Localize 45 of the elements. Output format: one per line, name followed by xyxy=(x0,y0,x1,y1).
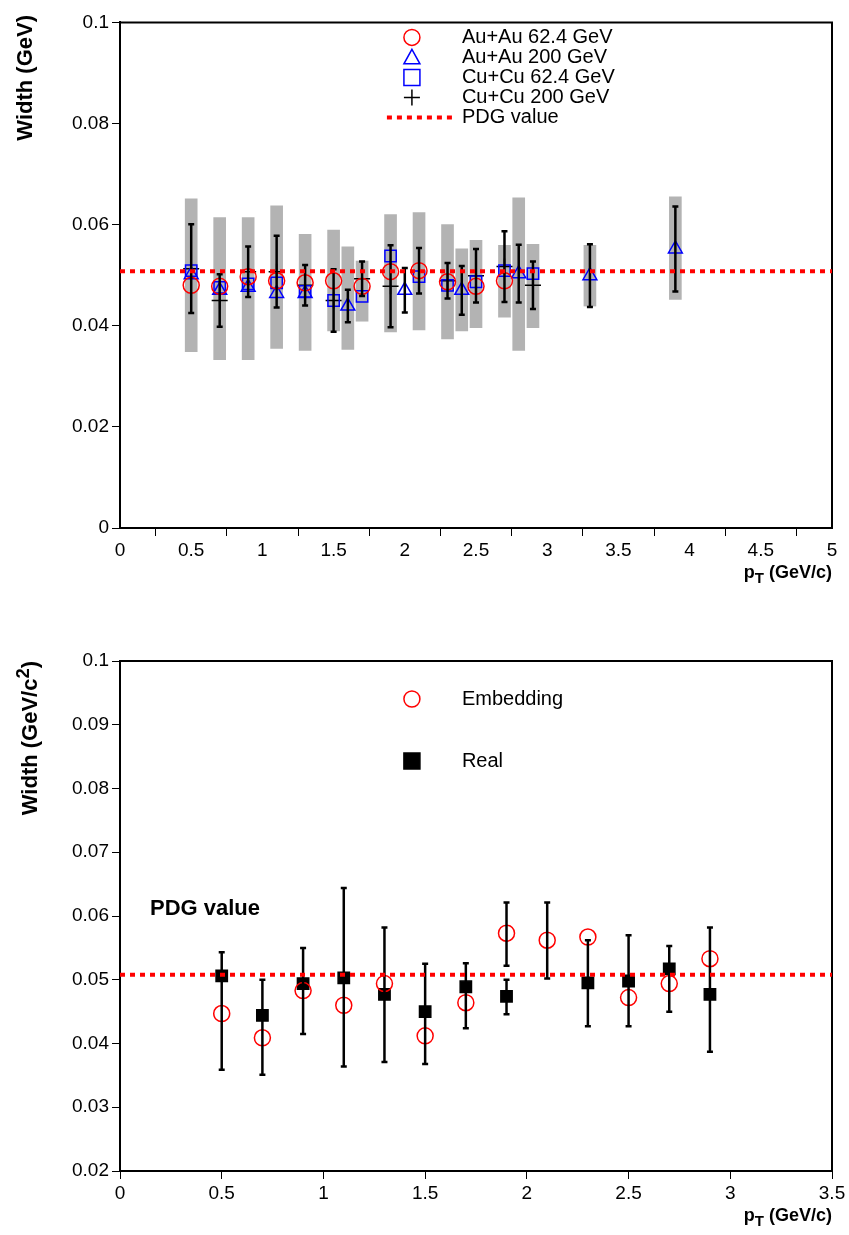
y-tick-label: 0.1 xyxy=(82,649,109,671)
legend-label: Cu+Cu 200 GeV xyxy=(461,84,610,107)
legend-label: Real xyxy=(461,748,504,771)
y-tick-label: 0.05 xyxy=(72,967,109,989)
y-tick-label: 0.04 xyxy=(72,313,110,335)
y-tick-label: 0.02 xyxy=(72,1159,109,1181)
x-tick-label: 2 xyxy=(399,538,411,560)
x-tick-label: 0.5 xyxy=(177,538,205,560)
x-tick-label: 2.5 xyxy=(462,538,490,560)
y-tick-label: 0.03 xyxy=(72,1095,109,1117)
x-tick-label: 0 xyxy=(114,538,126,560)
x-tick-label: 3.5 xyxy=(605,538,632,560)
x-tick-label: 3 xyxy=(725,1181,736,1203)
x-tick-label: 4 xyxy=(684,538,696,560)
x-tick-label: 5 xyxy=(826,538,838,560)
y-tick-label: 0.08 xyxy=(72,111,109,133)
x-axis-title: p$_{T}$ (GeV/c) xyxy=(743,562,832,586)
y-tick-label: 0 xyxy=(98,516,109,538)
x-tick-label: 0 xyxy=(114,1181,126,1203)
x-tick-label: 1.5 xyxy=(320,538,347,560)
y-tick-label: 0.08 xyxy=(72,776,109,798)
x-tick-label: 3 xyxy=(541,538,553,560)
y-tick-label: 0.09 xyxy=(72,712,109,734)
y-tick-label: 0.1 xyxy=(82,10,109,32)
annotation: PDG value xyxy=(150,894,261,920)
x-tick-label: 1.5 xyxy=(411,1181,439,1203)
x-axis-title: p$_{T}$ (GeV/c) xyxy=(743,1205,832,1229)
x-tick-label: 2.5 xyxy=(615,1181,642,1203)
y-tick-label: 0.04 xyxy=(72,1031,110,1053)
x-tick-label: 1 xyxy=(257,538,268,560)
legend-label: Cu+Cu 62.4 GeV xyxy=(461,64,616,87)
y-tick-label: 0.07 xyxy=(72,840,109,862)
legend-label: Au+Au 62.4 GeV xyxy=(461,24,614,47)
legend-label: Au+Au 200 GeV xyxy=(461,44,608,67)
legend-label: Embedding xyxy=(461,686,564,709)
x-tick-label: 2 xyxy=(521,1181,533,1203)
x-tick-label: 3.5 xyxy=(818,1181,846,1203)
y-axis-title: Width (GeV) xyxy=(12,15,38,141)
y-tick-label: 0.06 xyxy=(72,212,109,234)
y-tick-label: 0.02 xyxy=(72,415,109,437)
x-tick-label: 4.5 xyxy=(747,538,775,560)
y-tick-label: 0.06 xyxy=(72,904,109,926)
x-tick-label: 1 xyxy=(318,1181,329,1203)
legend-label: PDG value xyxy=(461,104,559,127)
x-tick-label: 0.5 xyxy=(208,1181,235,1203)
